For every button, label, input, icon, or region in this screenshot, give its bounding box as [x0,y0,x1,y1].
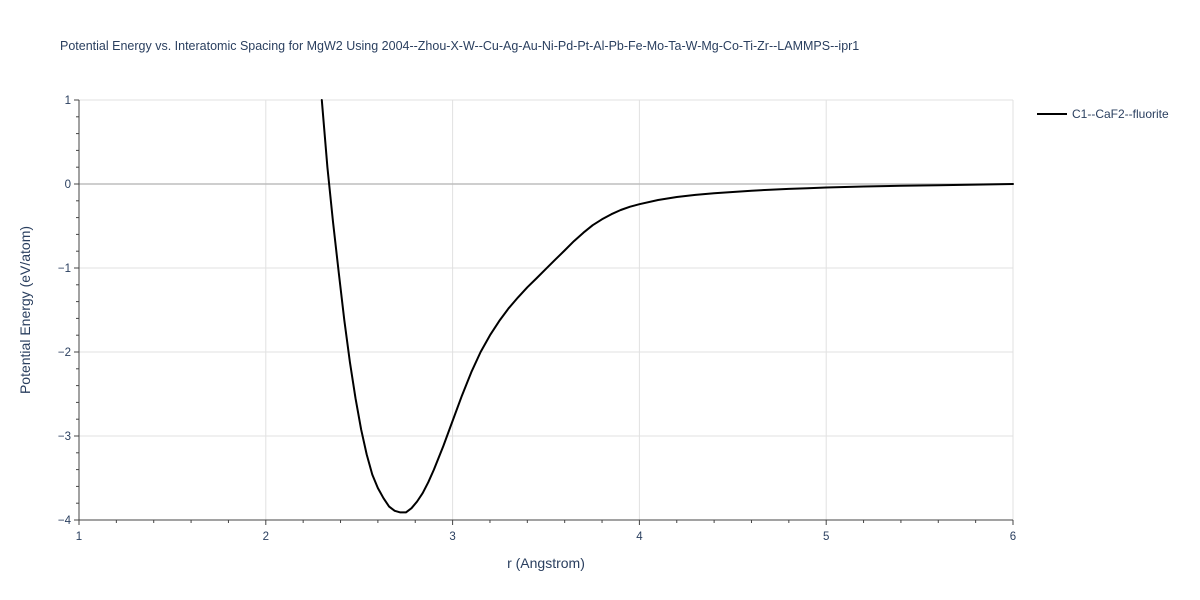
series-lines [320,99,1014,514]
x-tick-label: 6 [1010,531,1016,543]
x-tick-label: 2 [263,531,269,543]
y-tick-label: 1 [65,95,71,107]
x-tick-label: 3 [449,531,455,543]
y-tick-label: −3 [58,431,71,443]
series-line [320,99,1014,514]
x-tick-label: 1 [76,531,82,543]
y-axis-title: Potential Energy (eV/atom) [17,226,33,394]
x-axis-title: r (Angstrom) [507,555,585,571]
y-tick-label: −1 [58,263,71,275]
legend[interactable]: C1--CaF2--fluorite [1037,107,1169,121]
y-tick-label: 0 [65,179,71,191]
axes [74,99,1014,525]
x-tick-label: 4 [636,531,643,543]
x-tick-label: 5 [823,531,829,543]
y-tick-label: −2 [58,347,71,359]
y-tick-label: −4 [58,515,72,527]
legend-label: C1--CaF2--fluorite [1072,107,1169,121]
tick-labels: 1 2 3 4 5 6 1 0 −1 −2 −3 −4 [58,95,1016,543]
chart-title: Potential Energy vs. Interatomic Spacing… [60,39,859,53]
